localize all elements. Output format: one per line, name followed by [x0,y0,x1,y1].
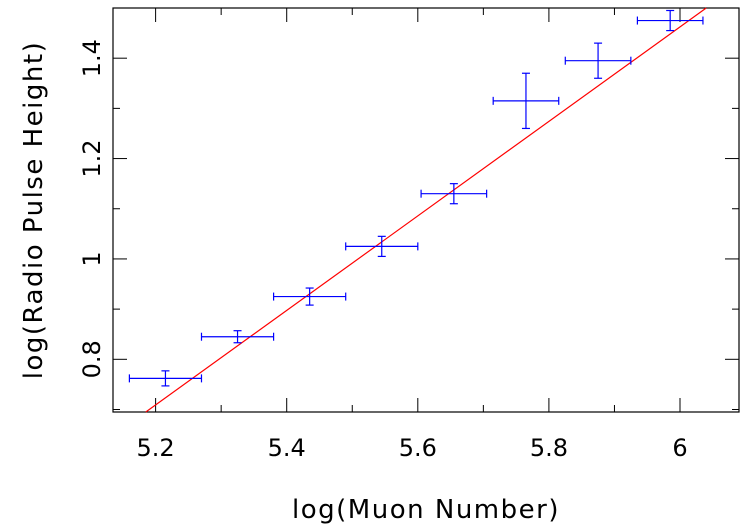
data-point [345,235,419,258]
x-tick-label: 5.4 [268,434,306,462]
x-tick-label: 5.8 [530,434,568,462]
y-tick-label: 1 [78,251,106,266]
x-tick-label: 6 [672,434,687,462]
y-tick-label: 0.8 [78,340,106,378]
data-point [420,183,488,205]
data-point [200,330,275,344]
fit-line [145,7,707,413]
data-point [128,370,203,387]
data-point [636,9,704,32]
y-tick-label: 1.2 [78,139,106,177]
x-tick-label: 5.6 [399,434,437,462]
error-bars [128,9,704,387]
data-point [272,287,347,306]
x-tick-label: 5.2 [137,434,175,462]
y-axis-label: log(Radio Pulse Height) [19,41,49,379]
axis-ticks [113,7,739,412]
data-point [564,42,632,79]
axis-tick-labels: 5.2 5.4 5.6 5.8 6 0.8 1 1.2 1.4 [78,39,688,462]
data-point [492,72,560,130]
y-tick-label: 1.4 [78,39,106,77]
x-axis-label: log(Muon Number) [292,495,560,525]
plot-frame [112,7,740,413]
